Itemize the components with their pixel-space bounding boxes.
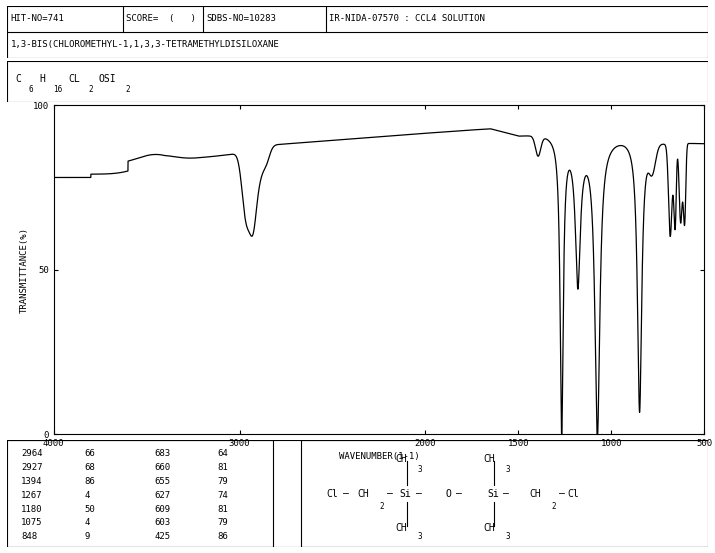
Text: 81: 81 bbox=[217, 504, 228, 514]
Text: O: O bbox=[445, 488, 451, 499]
Text: —: — bbox=[503, 488, 509, 499]
Text: 3: 3 bbox=[506, 465, 510, 474]
Text: HIT-NO=741: HIT-NO=741 bbox=[11, 14, 64, 23]
Text: 660: 660 bbox=[154, 463, 170, 472]
Text: 79: 79 bbox=[217, 477, 228, 486]
Text: 2927: 2927 bbox=[21, 463, 43, 472]
Text: 1394: 1394 bbox=[21, 477, 43, 486]
Text: 81: 81 bbox=[217, 463, 228, 472]
Text: 1180: 1180 bbox=[21, 504, 43, 514]
Text: 4: 4 bbox=[84, 491, 89, 500]
Text: 2964: 2964 bbox=[21, 449, 43, 458]
Text: 1267: 1267 bbox=[21, 491, 43, 500]
Text: 2: 2 bbox=[551, 502, 556, 511]
Text: Cl: Cl bbox=[326, 488, 337, 499]
Text: 848: 848 bbox=[21, 532, 37, 541]
Text: CH: CH bbox=[529, 488, 541, 499]
Text: 74: 74 bbox=[217, 491, 228, 500]
Text: 6: 6 bbox=[28, 85, 33, 95]
Text: 86: 86 bbox=[217, 532, 228, 541]
Text: —: — bbox=[343, 488, 350, 499]
Text: 16: 16 bbox=[54, 85, 63, 95]
Text: 79: 79 bbox=[217, 518, 228, 528]
Text: CH: CH bbox=[483, 454, 495, 464]
Text: 66: 66 bbox=[84, 449, 95, 458]
Text: 64: 64 bbox=[217, 449, 228, 458]
Text: 50: 50 bbox=[84, 504, 95, 514]
Text: 1,3-BIS(CHLOROMETHYL-1,1,3,3-TETRAMETHYLDISILOXANE: 1,3-BIS(CHLOROMETHYL-1,1,3,3-TETRAMETHYL… bbox=[11, 40, 280, 49]
Text: —: — bbox=[456, 488, 462, 499]
Text: CH: CH bbox=[395, 454, 407, 464]
Text: —: — bbox=[558, 488, 564, 499]
Text: 603: 603 bbox=[154, 518, 170, 528]
Text: 2: 2 bbox=[89, 85, 93, 95]
Text: 68: 68 bbox=[84, 463, 95, 472]
Text: 2: 2 bbox=[380, 502, 385, 511]
Text: CH: CH bbox=[483, 523, 495, 533]
Text: OSI: OSI bbox=[98, 75, 116, 85]
Text: 9: 9 bbox=[84, 532, 89, 541]
Text: 655: 655 bbox=[154, 477, 170, 486]
Text: —: — bbox=[415, 488, 422, 499]
Text: CL: CL bbox=[69, 75, 81, 85]
Text: 627: 627 bbox=[154, 491, 170, 500]
X-axis label: WAVENUMBER(1-1): WAVENUMBER(1-1) bbox=[339, 452, 419, 461]
Text: SDBS-NO=10283: SDBS-NO=10283 bbox=[207, 14, 277, 23]
Text: 425: 425 bbox=[154, 532, 170, 541]
Text: CH: CH bbox=[395, 523, 407, 533]
Text: Si: Si bbox=[487, 488, 499, 499]
Text: IR-NIDA-07570 : CCL4 SOLUTION: IR-NIDA-07570 : CCL4 SOLUTION bbox=[330, 14, 485, 23]
Text: SCORE=  (   ): SCORE= ( ) bbox=[127, 14, 196, 23]
Text: 683: 683 bbox=[154, 449, 170, 458]
Text: 1075: 1075 bbox=[21, 518, 43, 528]
Y-axis label: TRANSMITTANCE(%): TRANSMITTANCE(%) bbox=[19, 227, 29, 312]
Text: 4: 4 bbox=[84, 518, 89, 528]
Text: 609: 609 bbox=[154, 504, 170, 514]
Text: 3: 3 bbox=[418, 532, 423, 541]
Text: CH: CH bbox=[358, 488, 369, 499]
Text: H: H bbox=[39, 75, 45, 85]
Text: 2: 2 bbox=[126, 85, 130, 95]
Text: 3: 3 bbox=[418, 465, 423, 474]
Text: Si: Si bbox=[400, 488, 411, 499]
Text: C: C bbox=[16, 75, 21, 85]
Text: 86: 86 bbox=[84, 477, 95, 486]
Text: Cl: Cl bbox=[568, 488, 579, 499]
Text: 3: 3 bbox=[506, 532, 510, 541]
Text: —: — bbox=[387, 488, 393, 499]
